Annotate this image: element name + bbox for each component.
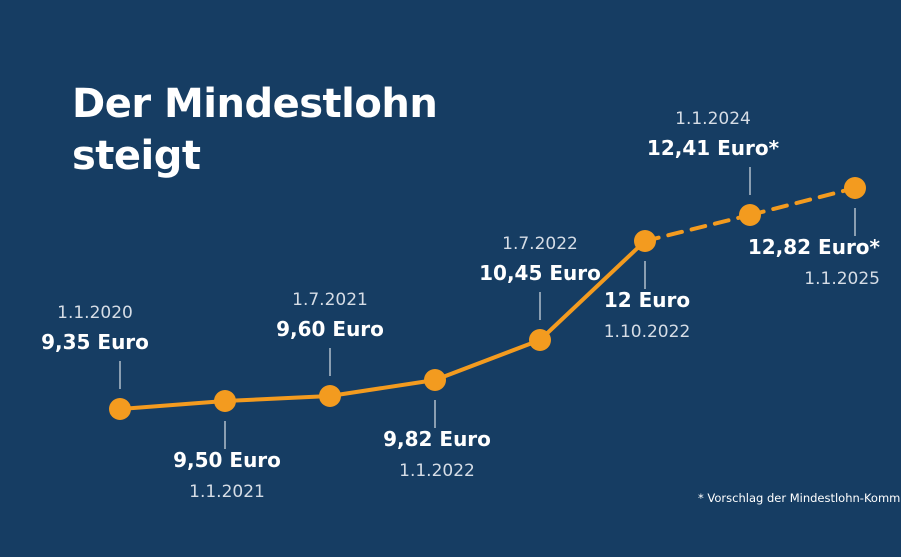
series-segment-6	[748, 186, 857, 217]
series-segment-3	[433, 338, 542, 382]
series-segment-4	[538, 239, 647, 342]
title-line-2: steigt	[72, 133, 201, 179]
value-label-2: 9,60 Euro	[276, 317, 384, 341]
date-label-4: 1.7.2022	[502, 234, 578, 254]
value-label-3: 9,82 Euro	[383, 427, 491, 451]
data-point-2	[319, 385, 341, 407]
value-label-0: 9,35 Euro	[41, 330, 149, 354]
date-label-7: 1.1.2025	[804, 269, 880, 289]
value-label-1: 9,50 Euro	[173, 448, 281, 472]
data-point-7	[844, 177, 866, 199]
value-label-5: 12 Euro	[604, 288, 690, 312]
date-label-6: 1.1.2024	[675, 109, 751, 129]
value-label-6: 12,41 Euro*	[647, 136, 780, 160]
series-segment-5	[643, 213, 752, 243]
date-label-3: 1.1.2022	[399, 461, 475, 481]
title-line-1: Der Mindestlohn	[72, 81, 438, 127]
data-point-4	[529, 329, 551, 351]
series-segment-2	[328, 378, 437, 398]
date-label-1: 1.1.2021	[189, 482, 265, 502]
chart-title: Der Mindestlohn steigt	[72, 78, 438, 182]
series-segment-0	[118, 399, 227, 411]
date-label-2: 1.7.2021	[292, 290, 368, 310]
footnote: * Vorschlag der Mindestlohn-Kommission	[698, 491, 901, 505]
date-label-0: 1.1.2020	[57, 303, 133, 323]
series-segment-1	[223, 394, 332, 403]
value-label-7: 12,82 Euro*	[748, 235, 881, 259]
data-point-6	[739, 204, 761, 226]
data-point-0	[109, 398, 131, 420]
date-label-5: 1.10.2022	[604, 322, 691, 342]
data-point-1	[214, 390, 236, 412]
value-label-4: 10,45 Euro	[479, 261, 601, 285]
data-point-3	[424, 369, 446, 391]
data-point-5	[634, 230, 656, 252]
